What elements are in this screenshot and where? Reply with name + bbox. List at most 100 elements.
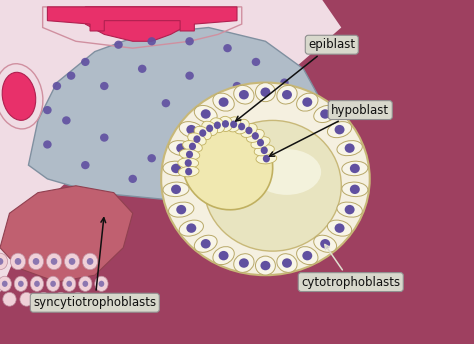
Ellipse shape xyxy=(81,58,90,66)
Ellipse shape xyxy=(350,185,360,194)
Ellipse shape xyxy=(350,164,360,173)
Ellipse shape xyxy=(199,129,206,137)
Ellipse shape xyxy=(328,220,352,236)
Ellipse shape xyxy=(239,90,249,99)
Ellipse shape xyxy=(176,175,184,183)
Ellipse shape xyxy=(67,72,75,80)
Ellipse shape xyxy=(147,37,156,45)
Ellipse shape xyxy=(66,281,72,287)
Ellipse shape xyxy=(30,276,44,291)
Ellipse shape xyxy=(50,281,56,287)
Ellipse shape xyxy=(185,72,194,80)
Ellipse shape xyxy=(179,122,203,138)
Ellipse shape xyxy=(185,37,194,45)
Ellipse shape xyxy=(0,253,8,270)
Ellipse shape xyxy=(261,147,268,154)
Ellipse shape xyxy=(79,276,92,291)
Ellipse shape xyxy=(33,258,39,265)
Ellipse shape xyxy=(260,87,270,97)
Ellipse shape xyxy=(252,149,321,195)
Ellipse shape xyxy=(219,251,228,260)
Text: cytotrophoblasts: cytotrophoblasts xyxy=(301,245,401,289)
Ellipse shape xyxy=(0,258,3,265)
Ellipse shape xyxy=(214,168,222,176)
Ellipse shape xyxy=(186,223,196,233)
Ellipse shape xyxy=(0,276,11,291)
Ellipse shape xyxy=(214,121,221,129)
Ellipse shape xyxy=(239,258,249,268)
Ellipse shape xyxy=(233,82,241,90)
Ellipse shape xyxy=(185,168,192,175)
Ellipse shape xyxy=(290,106,298,114)
Ellipse shape xyxy=(178,166,199,177)
Ellipse shape xyxy=(227,117,241,132)
Ellipse shape xyxy=(280,133,289,142)
Ellipse shape xyxy=(171,164,181,173)
Text: hypoblast: hypoblast xyxy=(269,104,389,156)
Ellipse shape xyxy=(100,133,109,142)
Ellipse shape xyxy=(252,132,259,140)
Ellipse shape xyxy=(320,109,330,119)
Ellipse shape xyxy=(51,258,57,265)
Ellipse shape xyxy=(345,143,355,153)
Ellipse shape xyxy=(176,205,186,214)
Ellipse shape xyxy=(15,258,21,265)
Ellipse shape xyxy=(213,247,234,265)
Ellipse shape xyxy=(182,141,202,152)
Ellipse shape xyxy=(87,258,93,265)
Ellipse shape xyxy=(46,253,62,270)
Ellipse shape xyxy=(210,118,225,133)
Ellipse shape xyxy=(302,97,312,107)
Ellipse shape xyxy=(246,127,253,134)
Ellipse shape xyxy=(194,235,217,252)
Polygon shape xyxy=(85,7,190,41)
Ellipse shape xyxy=(201,239,211,248)
Ellipse shape xyxy=(34,281,40,287)
Ellipse shape xyxy=(71,292,84,306)
Ellipse shape xyxy=(82,281,88,287)
Text: epiblast: epiblast xyxy=(236,38,356,121)
Ellipse shape xyxy=(260,261,270,270)
Ellipse shape xyxy=(37,292,50,306)
Ellipse shape xyxy=(297,93,318,111)
Ellipse shape xyxy=(277,254,297,272)
Ellipse shape xyxy=(20,292,33,306)
Ellipse shape xyxy=(162,99,170,107)
Polygon shape xyxy=(0,186,133,282)
Ellipse shape xyxy=(179,149,200,160)
Ellipse shape xyxy=(320,239,330,248)
Ellipse shape xyxy=(54,292,67,306)
Ellipse shape xyxy=(255,83,275,102)
Ellipse shape xyxy=(219,97,228,107)
Polygon shape xyxy=(0,0,341,292)
Ellipse shape xyxy=(46,276,60,291)
Ellipse shape xyxy=(337,202,362,217)
Ellipse shape xyxy=(179,220,203,236)
Polygon shape xyxy=(28,28,322,200)
Ellipse shape xyxy=(176,143,186,153)
Ellipse shape xyxy=(169,141,194,156)
Ellipse shape xyxy=(223,44,232,52)
Ellipse shape xyxy=(255,256,275,275)
Ellipse shape xyxy=(213,93,234,111)
Ellipse shape xyxy=(337,141,362,156)
Ellipse shape xyxy=(252,151,260,159)
Ellipse shape xyxy=(95,276,108,291)
Ellipse shape xyxy=(222,120,229,128)
Ellipse shape xyxy=(282,258,292,268)
Ellipse shape xyxy=(230,120,237,128)
Ellipse shape xyxy=(201,109,211,119)
Ellipse shape xyxy=(63,276,76,291)
Ellipse shape xyxy=(282,90,292,99)
Ellipse shape xyxy=(252,58,260,66)
Ellipse shape xyxy=(233,147,241,155)
Ellipse shape xyxy=(18,281,24,287)
Ellipse shape xyxy=(182,120,273,210)
Ellipse shape xyxy=(261,127,270,135)
Ellipse shape xyxy=(163,182,189,196)
Ellipse shape xyxy=(234,254,254,272)
Ellipse shape xyxy=(81,161,90,169)
Ellipse shape xyxy=(138,65,146,73)
Ellipse shape xyxy=(185,159,192,167)
Ellipse shape xyxy=(163,161,189,176)
